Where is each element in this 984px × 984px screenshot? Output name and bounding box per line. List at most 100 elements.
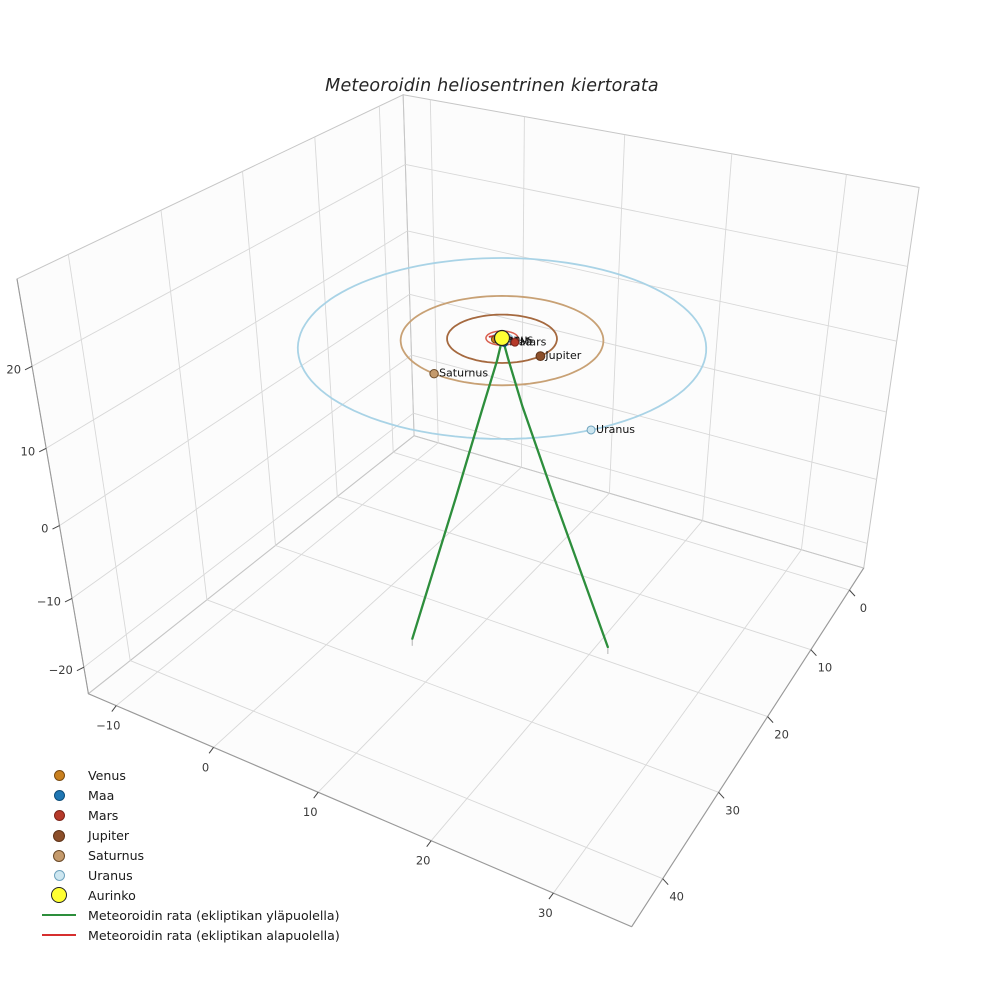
legend-item-meteoroidin: Meteoroidin rata (ekliptikan yläpuolella… — [36, 905, 340, 925]
legend-dot-marker — [36, 790, 82, 802]
z-tick-label: 10 — [21, 444, 36, 458]
legend: Venus Maa Mars Jupiter Saturnus Uranus Aurinko… — [36, 766, 340, 945]
grid-wall-z-left — [45, 230, 408, 449]
z-tick-mark — [24, 365, 33, 371]
trajectory-above-ecliptic-leg1 — [411, 340, 503, 640]
y-tick-mark — [718, 791, 725, 799]
x-tick-mark — [548, 892, 554, 900]
grid-wall-z-right — [409, 293, 887, 413]
planet-dot-mars — [510, 338, 520, 347]
grid-floor-y — [393, 451, 850, 591]
grid-wall-z-right — [413, 412, 868, 544]
planet-marker-icon — [51, 887, 67, 904]
planet-marker-icon — [53, 869, 65, 881]
planet-dot-uranus — [586, 425, 596, 435]
planet-marker-icon — [53, 849, 65, 862]
grid-wall-x — [800, 174, 847, 550]
legend-label: Meteoroidin rata (ekliptikan alapuolella… — [88, 927, 340, 943]
grid-floor-x — [430, 520, 703, 841]
x-tick-mark — [208, 747, 214, 754]
legend-dot-marker — [36, 869, 82, 881]
grid-floor-y — [337, 496, 812, 651]
orbit-uranus — [296, 257, 708, 440]
grid-wall-y — [314, 136, 338, 497]
z-tick-mark — [52, 525, 60, 530]
grid-wall-y — [378, 106, 394, 453]
grid-wall-z-right — [411, 354, 877, 480]
grid-floor-y — [206, 599, 719, 793]
grid-floor-y — [275, 545, 768, 718]
grid-wall-z-left — [59, 293, 410, 526]
grid-wall-x — [608, 134, 626, 494]
sun-marker — [493, 329, 511, 347]
trajectory-above-ecliptic-leg2 — [502, 340, 609, 649]
grid-wall-x — [429, 99, 439, 443]
x-tick-label: 20 — [416, 854, 431, 868]
legend-dot-marker — [36, 849, 82, 862]
z-tick-label: 0 — [41, 522, 48, 536]
x-tick-mark — [111, 705, 117, 712]
planet-label-jupiter: Jupiter — [544, 349, 581, 362]
legend-item-mars: Mars — [36, 806, 340, 826]
y-tick-label: 10 — [818, 661, 833, 675]
y-tick-mark — [849, 589, 856, 597]
grid-floor-x — [317, 492, 610, 793]
legend-item-aurinko: Aurinko — [36, 885, 340, 905]
x-tick-mark — [426, 840, 432, 847]
grid-wall-x — [702, 153, 733, 521]
legend-item-venus: Venus — [36, 766, 340, 786]
planet-dot-saturnus — [429, 369, 439, 379]
z-tick-mark — [76, 666, 85, 672]
planet-label-mars: Mars — [520, 335, 547, 348]
z-tick-label: −10 — [37, 594, 61, 608]
trajectory-line-icon — [42, 934, 76, 937]
planet-label-uranus: Uranus — [596, 423, 635, 436]
x-tick-mark — [313, 791, 319, 799]
legend-item-jupiter: Jupiter — [36, 826, 340, 846]
grid-wall-y — [67, 254, 131, 661]
grid-floor-y — [130, 660, 663, 880]
x-axis-line — [88, 693, 632, 928]
orbit-jupiter — [446, 313, 558, 364]
legend-dot-marker — [36, 770, 82, 782]
grid-floor-x — [213, 466, 522, 748]
y-tick-mark — [767, 716, 774, 723]
y-tick-label: 40 — [669, 890, 684, 904]
planet-marker-icon — [53, 810, 65, 822]
x-tick-label: 0 — [202, 760, 209, 774]
legend-dot-marker — [36, 810, 82, 822]
grid-wall-z-right — [407, 230, 897, 342]
grid-floor-x — [553, 549, 802, 894]
legend-label: Jupiter — [88, 828, 130, 844]
legend-item-meteoroidin: Meteoroidin rata (ekliptikan alapuolella… — [36, 925, 340, 945]
grid-wall-z-left — [83, 412, 414, 668]
legend-item-maa: Maa — [36, 786, 340, 806]
z-tick-mark — [38, 447, 47, 453]
y-tick-mark — [810, 649, 817, 657]
y-tick-label: 0 — [860, 601, 867, 615]
legend-label: Saturnus — [88, 848, 145, 863]
plot-title: Meteoroidin heliosentrinen kiertorata — [325, 76, 659, 96]
grid-wall-y — [242, 171, 276, 546]
z-tick-label: 20 — [6, 362, 21, 376]
legend-label: Mars — [88, 808, 119, 824]
grid-wall-z-right — [405, 163, 908, 267]
grid-wall-y — [160, 210, 208, 600]
x-tick-label: 30 — [538, 906, 553, 920]
x-tick-label: 10 — [303, 805, 318, 819]
legend-label: Venus — [88, 768, 126, 784]
legend-label: Aurinko — [88, 887, 136, 903]
legend-line-marker — [36, 934, 82, 937]
legend-line-marker — [36, 914, 82, 917]
planet-marker-icon — [53, 790, 65, 802]
planet-dot-jupiter — [535, 351, 546, 362]
grid-floor-x — [116, 442, 439, 706]
grid-wall-z-left — [71, 354, 412, 599]
z-tick-label: −20 — [49, 663, 73, 677]
y-tick-mark — [662, 878, 669, 886]
legend-dot-marker — [36, 829, 82, 842]
orbit-saturnus — [399, 294, 605, 387]
planet-marker-icon — [53, 770, 65, 782]
